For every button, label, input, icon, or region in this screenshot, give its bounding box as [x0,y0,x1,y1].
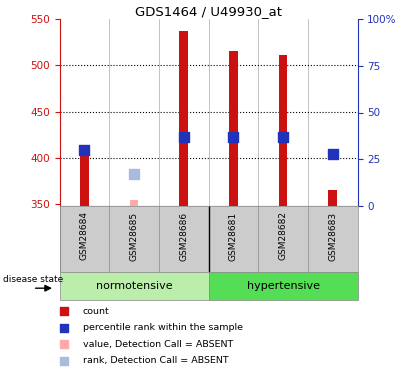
Text: GSM28683: GSM28683 [328,211,337,261]
Point [61,358,67,364]
Bar [229,51,238,206]
Bar [279,55,287,206]
Bar [60,272,209,300]
Text: GSM28684: GSM28684 [80,211,89,261]
Point [230,134,237,140]
Bar [328,190,337,206]
Bar [180,31,188,206]
Text: normotensive: normotensive [96,281,172,291]
Point [61,308,67,314]
Text: percentile rank within the sample: percentile rank within the sample [83,323,243,332]
Text: count: count [83,307,110,316]
Point [61,341,67,347]
Text: GSM28681: GSM28681 [229,211,238,261]
Text: GSM28682: GSM28682 [279,211,288,261]
Point [330,151,336,157]
Point [280,134,286,140]
Point [131,171,137,177]
Point [81,147,88,153]
Text: rank, Detection Call = ABSENT: rank, Detection Call = ABSENT [83,356,229,365]
Text: GSM28685: GSM28685 [129,211,139,261]
Point [180,134,187,140]
Text: value, Detection Call = ABSENT: value, Detection Call = ABSENT [83,340,233,349]
Point [61,325,67,331]
Bar [130,200,139,206]
Title: GDS1464 / U49930_at: GDS1464 / U49930_at [135,4,282,18]
Bar [208,272,358,300]
Text: hypertensive: hypertensive [247,281,320,291]
Bar [80,150,89,206]
Text: disease state: disease state [3,275,63,284]
Text: GSM28686: GSM28686 [179,211,188,261]
